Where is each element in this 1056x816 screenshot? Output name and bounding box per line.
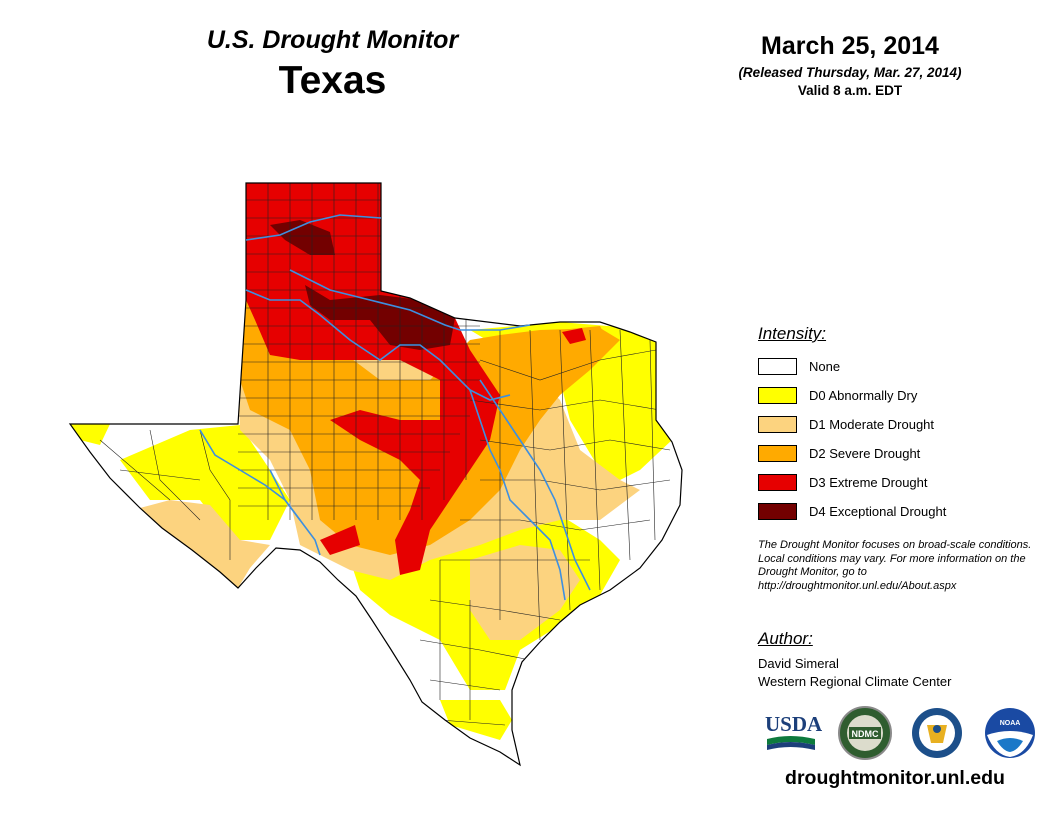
noaa-logo-text: NOAA bbox=[1000, 720, 1021, 727]
legend-item-d2: D2 Severe Drought bbox=[758, 439, 1048, 468]
rio-grande bbox=[199, 429, 321, 556]
county-lines bbox=[99, 183, 671, 726]
brazos-river bbox=[289, 269, 531, 331]
usda-logo-text: USDA bbox=[765, 712, 823, 736]
ndmc-logo: NDMC bbox=[838, 706, 892, 760]
author-block: Author: David Simeral Western Regional C… bbox=[758, 629, 1048, 691]
legend-label-none: None bbox=[809, 359, 841, 374]
legend-swatch-none bbox=[758, 358, 797, 375]
release-date: (Released Thursday, Mar. 27, 2014) bbox=[738, 65, 962, 80]
red-river bbox=[245, 289, 511, 401]
d4-area-panhandle bbox=[270, 220, 335, 255]
legend-swatch-d2 bbox=[758, 445, 797, 462]
legend-title: Intensity: bbox=[758, 324, 827, 343]
d3-area-east-spot bbox=[562, 328, 586, 344]
author-heading: Author: bbox=[758, 629, 813, 648]
legend-swatch-d1 bbox=[758, 416, 797, 433]
disclaimer-note: The Drought Monitor focuses on broad-sca… bbox=[758, 539, 1032, 592]
legend: Intensity: None D0 Abnormally Dry D1 Mod… bbox=[758, 324, 1048, 526]
site-url[interactable]: droughtmonitor.unl.edu bbox=[785, 767, 1005, 789]
canadian-river bbox=[245, 214, 382, 241]
date-block: March 25, 2014 (Released Thursday, Mar. … bbox=[700, 32, 1000, 98]
state-title: Texas bbox=[278, 59, 387, 102]
legend-swatch-d4 bbox=[758, 503, 797, 520]
legend-item-d3: D3 Extreme Drought bbox=[758, 468, 1048, 497]
map-date: March 25, 2014 bbox=[761, 32, 939, 60]
d3-area bbox=[246, 183, 500, 575]
title-block: U.S. Drought Monitor Texas bbox=[150, 26, 515, 103]
legend-label-d2: D2 Severe Drought bbox=[809, 446, 921, 461]
d3-area-southwest bbox=[320, 525, 360, 555]
ndmc-logo-text: NDMC bbox=[852, 729, 879, 739]
legend-label-d0: D0 Abnormally Dry bbox=[809, 388, 918, 403]
drought-areas bbox=[70, 183, 672, 740]
author-name: David Simeral bbox=[758, 656, 839, 671]
legend-item-d0: D0 Abnormally Dry bbox=[758, 381, 1048, 410]
d0-area-west bbox=[120, 425, 290, 540]
rivers bbox=[199, 214, 591, 601]
product-title: U.S. Drought Monitor bbox=[206, 26, 459, 54]
agency-logos: USDA NDMC NOAA bbox=[765, 706, 1035, 760]
author-org: Western Regional Climate Center bbox=[758, 674, 952, 689]
trinity-river bbox=[479, 379, 591, 591]
legend-item-none: None bbox=[758, 352, 1048, 381]
valid-time: Valid 8 a.m. EDT bbox=[797, 83, 903, 98]
d0-area-valley bbox=[440, 700, 512, 740]
state-outline bbox=[68, 182, 683, 767]
legend-item-d4: D4 Exceptional Drought bbox=[758, 497, 1048, 526]
legend-label-d1: D1 Moderate Drought bbox=[809, 417, 935, 432]
noaa-logo: NOAA bbox=[985, 708, 1035, 758]
legend-swatch-d3 bbox=[758, 474, 797, 491]
d1-area-southwest bbox=[140, 500, 270, 588]
d1-area-central-south bbox=[470, 545, 580, 640]
legend-swatch-d0 bbox=[758, 387, 797, 404]
pecos-river bbox=[269, 469, 301, 521]
colorado-river bbox=[469, 389, 566, 601]
legend-item-d1: D1 Moderate Drought bbox=[758, 410, 1048, 439]
legend-label-d3: D3 Extreme Drought bbox=[809, 475, 928, 490]
legend-label-d4: D4 Exceptional Drought bbox=[809, 504, 947, 519]
legend-rows: None D0 Abnormally Dry D1 Moderate Droug… bbox=[758, 352, 1048, 526]
usda-logo: USDA bbox=[765, 712, 823, 750]
commerce-seal-logo bbox=[912, 708, 962, 758]
